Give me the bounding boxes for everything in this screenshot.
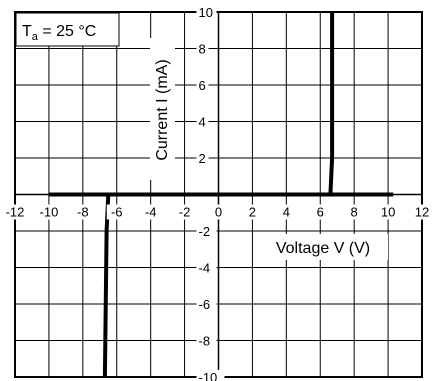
x-tick-label: 2 <box>249 205 256 220</box>
y-tick-label: -10 <box>199 370 218 381</box>
x-tick-bg <box>348 204 361 220</box>
x-tick-label: 0 <box>215 205 222 220</box>
y-tick-bg <box>196 5 217 20</box>
x-tick-bg <box>412 204 432 220</box>
y-tick-bg <box>196 370 225 381</box>
y-tick-label: -2 <box>199 224 211 239</box>
x-tick-label: 6 <box>317 205 324 220</box>
x-tick-bg <box>174 204 195 220</box>
x-tick-label: -8 <box>77 205 89 220</box>
tick-labels: -12 -10 -8 -6 -4 -2 0 2 4 6 8 10 12 10 8 6 4 2 -2 -4 -6 -8 -10 <box>1 5 432 381</box>
condition-rest: = 25 °C <box>38 23 96 40</box>
y-tick-bg <box>196 224 217 239</box>
x-tick-label: 10 <box>381 205 395 220</box>
x-tick-bg <box>72 204 93 220</box>
x-tick-label: 4 <box>283 205 290 220</box>
x-tick-label: -12 <box>6 205 25 220</box>
x-tick-label: 8 <box>351 205 358 220</box>
y-tick-bg <box>196 260 217 276</box>
x-tick-bg <box>140 204 161 220</box>
y-tick-bg <box>196 297 217 312</box>
series-line <box>102 194 111 378</box>
y-tick-label: 10 <box>199 5 213 20</box>
y-tick-label: -4 <box>199 261 211 276</box>
y-axis-label: Current I (mA) <box>154 59 171 160</box>
y-tick-bg <box>196 114 209 130</box>
xlabel-background <box>258 234 388 260</box>
y-tick-bg <box>196 41 209 57</box>
y-tick-bg <box>196 78 209 93</box>
x-tick-bg <box>280 204 293 220</box>
curve-group <box>48 12 394 378</box>
y-tick-label: 2 <box>199 151 206 166</box>
x-tick-bg <box>106 204 127 220</box>
x-tick-bg <box>34 204 63 220</box>
x-tick-label: 12 <box>415 205 429 220</box>
condition-label: Ta = 25 °C <box>22 23 96 43</box>
x-tick-label: -10 <box>40 205 59 220</box>
y-tick-label: -8 <box>199 334 211 349</box>
x-tick-bg <box>246 204 259 220</box>
x-tick-label: -2 <box>179 205 191 220</box>
ylabel-background <box>150 38 175 180</box>
x-tick-label: -4 <box>145 205 157 220</box>
x-tick-bg <box>212 204 225 220</box>
y-tick-bg <box>196 151 209 166</box>
y-tick-label: -6 <box>199 297 211 312</box>
condition-subscript: a <box>32 31 39 43</box>
condition-prefix: T <box>22 23 32 40</box>
x-axis-label: Voltage V (V) <box>276 240 370 257</box>
series-line <box>328 12 335 195</box>
x-tick-bg <box>378 204 399 220</box>
y-tick-bg <box>196 333 217 349</box>
x-tick-bg <box>1 204 29 220</box>
y-tick-label: 4 <box>199 115 206 130</box>
condition-box <box>15 12 120 47</box>
x-tick-bg <box>314 204 327 220</box>
x-tick-label: -6 <box>111 205 123 220</box>
y-tick-label: 8 <box>199 42 206 57</box>
y-tick-label: 6 <box>199 78 206 93</box>
